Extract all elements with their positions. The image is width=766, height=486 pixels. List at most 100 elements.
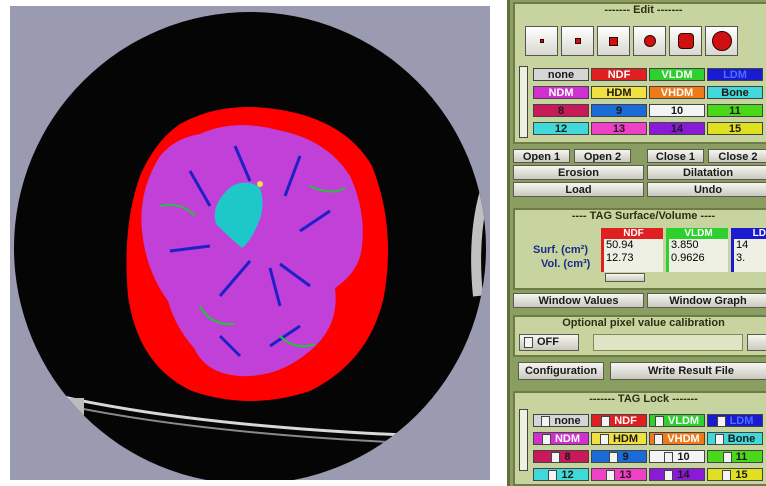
volume-value: 12.73: [606, 252, 634, 264]
edit-tag-11[interactable]: 11: [707, 104, 763, 117]
surface-hscroll-thumb[interactable]: [605, 273, 645, 282]
lock-tag-ndm[interactable]: NDM: [533, 432, 589, 445]
edit-tag-9[interactable]: 9: [591, 104, 647, 117]
erosion-button[interactable]: Erosion: [513, 165, 644, 180]
edit-tag-12[interactable]: 12: [533, 122, 589, 135]
lock-tag-checkbox[interactable]: [654, 415, 664, 426]
window-values-button[interactable]: Window Values: [513, 293, 644, 308]
lock-tag-checkbox[interactable]: [654, 433, 664, 444]
lock-tag-13[interactable]: 13: [591, 468, 647, 481]
lock-tag-bone[interactable]: Bone: [707, 432, 763, 445]
edit-tag-14[interactable]: 14: [649, 122, 705, 135]
edit-tag-15[interactable]: 15: [707, 122, 763, 135]
lock-tag-label: 13: [619, 469, 632, 481]
close-1-button[interactable]: Close 1: [647, 149, 704, 163]
lock-tag-label: 15: [735, 469, 748, 481]
calibration-checkbox[interactable]: [524, 336, 533, 348]
edit-tag-bone[interactable]: Bone: [707, 86, 763, 99]
surface-column-ldm: LDM143.: [731, 228, 766, 272]
calibration-value-field[interactable]: [593, 334, 743, 351]
edit-tag-10[interactable]: 10: [649, 104, 705, 117]
edit-tag-label: 9: [615, 105, 623, 117]
lock-tag-vhdm[interactable]: VHDM: [649, 432, 705, 445]
brush-size-3-button[interactable]: [597, 26, 630, 56]
configuration-button[interactable]: Configuration: [518, 362, 604, 380]
brush-size-4-button[interactable]: [633, 26, 666, 56]
lock-tag-checkbox[interactable]: [548, 469, 558, 480]
tag-lock-title: ------- TAG Lock -------: [589, 393, 698, 405]
edit-tag-8[interactable]: 8: [533, 104, 589, 117]
lock-tag-14[interactable]: 14: [649, 468, 705, 481]
calibration-off-toggle[interactable]: OFF: [519, 334, 579, 351]
lock-tag-12[interactable]: 12: [533, 468, 589, 481]
brush-size-1-button[interactable]: [525, 26, 558, 56]
open-2-button[interactable]: Open 2: [574, 149, 631, 163]
lock-tag-checkbox[interactable]: [551, 451, 561, 462]
lock-tag-checkbox[interactable]: [606, 469, 616, 480]
edit-tag-ndf[interactable]: NDF: [591, 68, 647, 81]
lock-tag-checkbox[interactable]: [541, 433, 551, 444]
undo-button[interactable]: Undo: [647, 182, 766, 197]
brush-size-2-button[interactable]: [561, 26, 594, 56]
edit-tag-hdm[interactable]: HDM: [591, 86, 647, 99]
lock-tag-checkbox[interactable]: [664, 451, 674, 462]
window-graph-button[interactable]: Window Graph: [647, 293, 766, 308]
calibration-apply-button[interactable]: [747, 334, 766, 351]
volume-value: 0.9626: [671, 252, 705, 264]
lock-tag-checkbox[interactable]: [722, 451, 732, 462]
lock-tag-checkbox[interactable]: [599, 433, 609, 444]
ct-slice-image[interactable]: [10, 6, 490, 480]
edit-tag-vhdm[interactable]: VHDM: [649, 86, 705, 99]
edit-tag-scrollbar[interactable]: [519, 66, 528, 138]
ct-image-viewer[interactable]: [10, 6, 490, 480]
lock-tag-label: VLDM: [667, 415, 700, 427]
lock-tag-9[interactable]: 9: [591, 450, 647, 463]
brush-size-5-button[interactable]: [669, 26, 702, 56]
lock-tag-15[interactable]: 15: [707, 468, 763, 481]
lock-tag-label: 9: [622, 451, 629, 463]
lock-tag-checkbox[interactable]: [722, 469, 732, 480]
lock-tag-10[interactable]: 10: [649, 450, 705, 463]
lock-tag-checkbox[interactable]: [714, 433, 724, 444]
lock-tag-label: 14: [677, 469, 690, 481]
lock-tag-ndf[interactable]: NDF: [591, 414, 647, 427]
edit-tag-13[interactable]: 13: [591, 122, 647, 135]
edit-tag-none[interactable]: none: [533, 68, 589, 81]
edit-section: ------- Edit ------- none NDF VLDM LDM NDM HD…: [513, 2, 766, 144]
edit-tag-label: 12: [554, 123, 568, 135]
volume-value: 3.: [736, 252, 746, 264]
surface-column-header: LDM: [734, 228, 766, 239]
edit-tag-ndm[interactable]: NDM: [533, 86, 589, 99]
edit-tag-label: HDM: [606, 87, 632, 99]
lock-tag-8[interactable]: 8: [533, 450, 589, 463]
lock-tag-checkbox[interactable]: [664, 469, 674, 480]
dilatation-button[interactable]: Dilatation: [647, 165, 766, 180]
surface-column-vldm: VLDM 3.850 0.9626: [666, 228, 728, 272]
edit-tag-ldm[interactable]: LDM: [707, 68, 763, 81]
load-button[interactable]: Load: [513, 182, 644, 197]
surface-value: 14: [736, 239, 749, 251]
lock-tag-11[interactable]: 11: [707, 450, 763, 463]
open-1-button[interactable]: Open 1: [513, 149, 570, 163]
lock-tag-ldm[interactable]: LDM: [707, 414, 763, 427]
tag-lock-scrollbar[interactable]: [519, 409, 528, 471]
tag-lock-section: ------- TAG Lock ------- none NDF VLDM LDM N…: [513, 391, 766, 486]
lock-tag-vldm[interactable]: VLDM: [649, 414, 705, 427]
write-result-file-button[interactable]: Write Result File: [610, 362, 766, 380]
lock-tag-checkbox[interactable]: [609, 451, 619, 462]
lock-tag-checkbox[interactable]: [601, 415, 611, 426]
edit-tag-vldm[interactable]: VLDM: [649, 68, 705, 81]
edit-title: ------- Edit -------: [604, 4, 683, 16]
lock-tag-label: Bone: [727, 433, 756, 445]
surface-column-header: NDF: [604, 228, 663, 239]
brush-size-6-button[interactable]: [705, 26, 738, 56]
lock-tag-label: 8: [564, 451, 571, 463]
close-2-button[interactable]: Close 2: [708, 149, 766, 163]
control-panel: ------- Edit ------- none NDF VLDM LDM NDM HD…: [507, 0, 766, 486]
lock-tag-none[interactable]: none: [533, 414, 589, 427]
lock-tag-checkbox[interactable]: [716, 415, 726, 426]
lock-tag-checkbox[interactable]: [541, 415, 551, 426]
edit-tag-label: 8: [557, 105, 565, 117]
lock-tag-hdm[interactable]: HDM: [591, 432, 647, 445]
lock-tag-label: NDM: [554, 433, 581, 445]
